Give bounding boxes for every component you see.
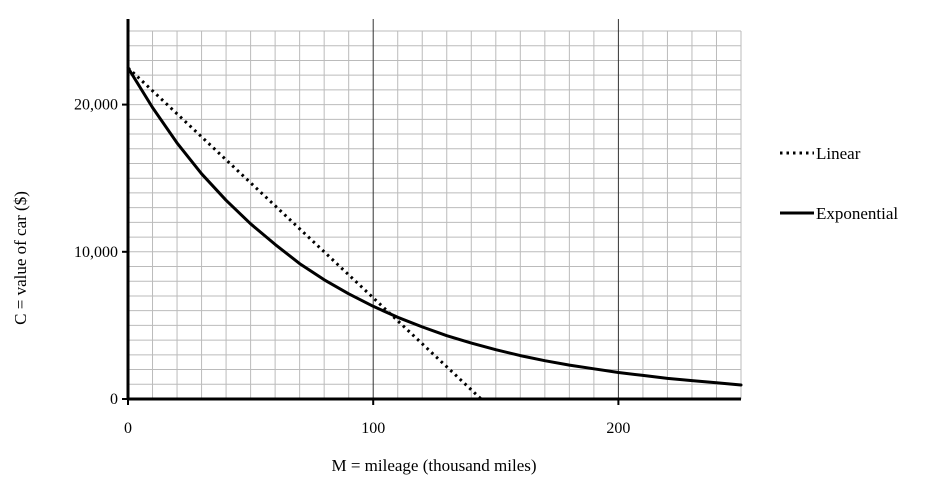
legend: Linear Exponential	[780, 144, 898, 223]
y-axis-title: C = value of car ($)	[11, 191, 30, 325]
tick-labels: 0 10,000 20,000 0 100 200	[74, 97, 630, 437]
series-line-exponential	[126, 66, 743, 387]
x-tick-label: 100	[361, 420, 385, 437]
grid-minor	[128, 30, 742, 399]
x-tick-label: 0	[124, 420, 132, 437]
axes	[122, 19, 741, 405]
series-layer	[126, 66, 743, 401]
y-tick-label: 20,000	[74, 97, 118, 114]
legend-label-exponential: Exponential	[816, 204, 898, 223]
legend-label-linear: Linear	[816, 144, 861, 163]
series-line-linear	[126, 66, 483, 401]
x-tick-label: 200	[606, 420, 630, 437]
grid-major	[372, 19, 619, 399]
y-tick-label: 0	[110, 391, 118, 408]
x-axis-title: M = mileage (thousand miles)	[331, 456, 536, 475]
y-tick-label: 10,000	[74, 244, 118, 261]
